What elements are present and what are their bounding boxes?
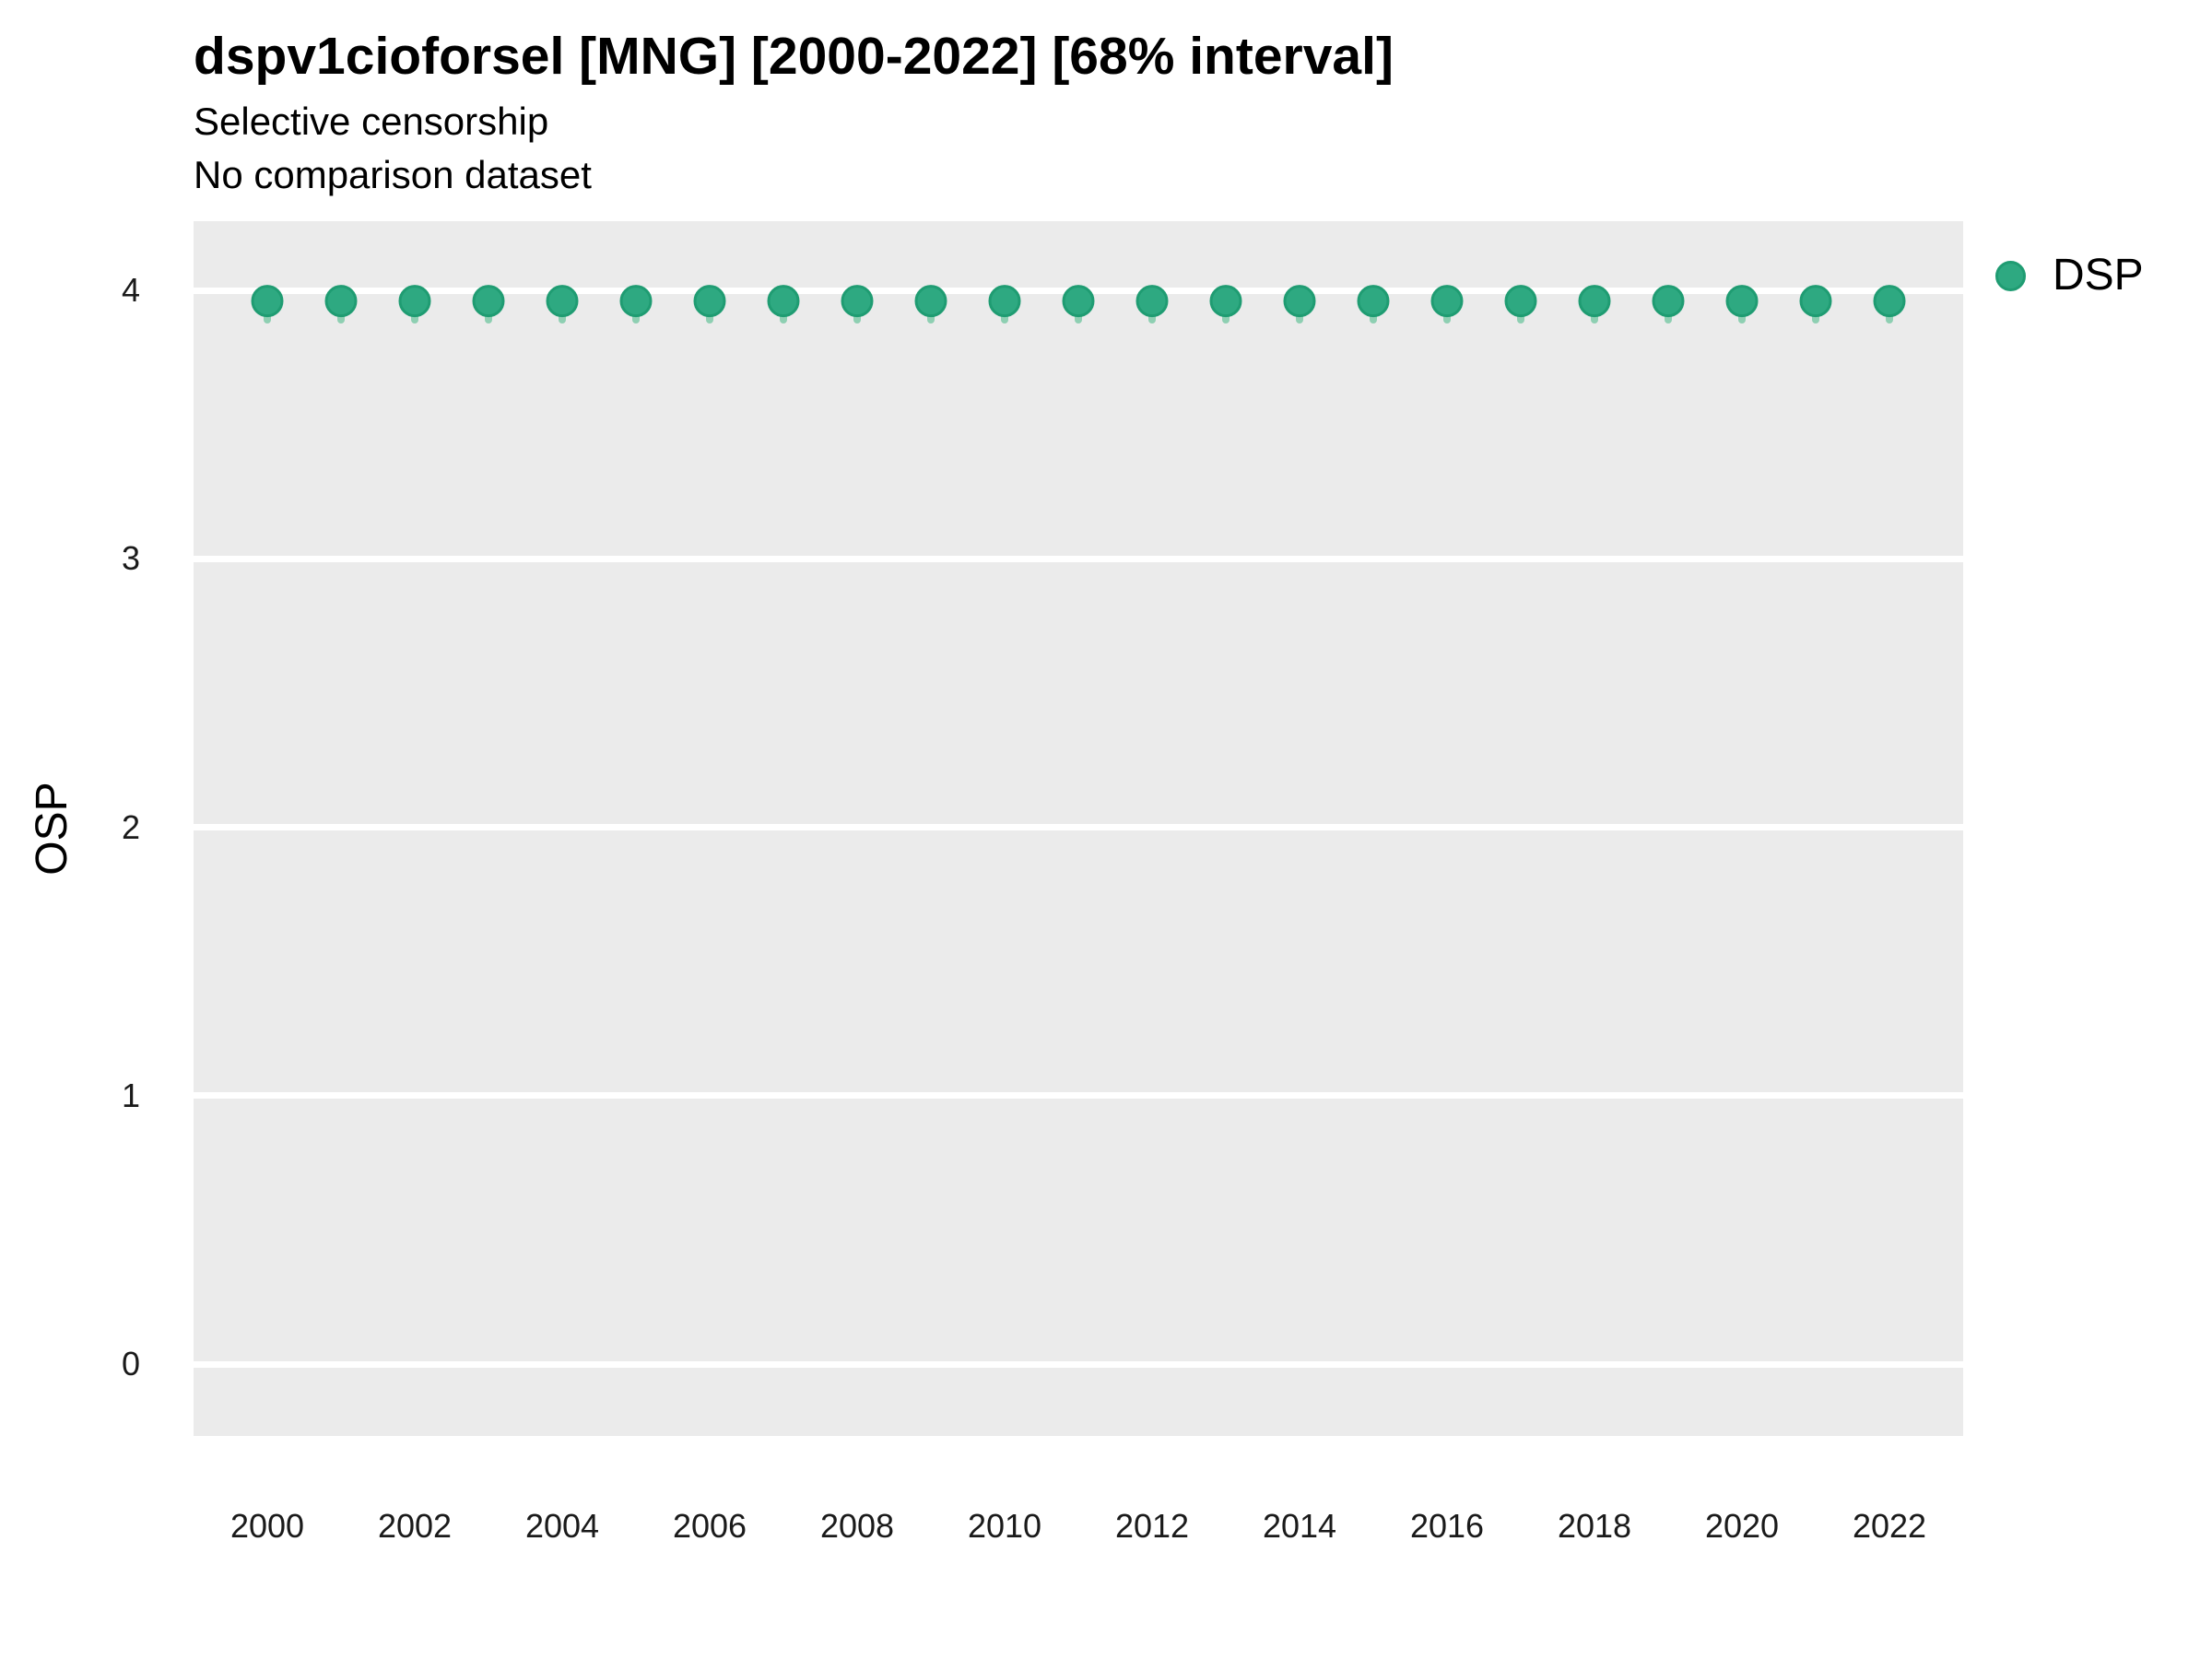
y-tick-label: 4 — [121, 271, 140, 309]
data-point-2005 — [619, 285, 653, 318]
x-tick-label: 2006 — [672, 1507, 747, 1545]
data-point-2007 — [767, 285, 800, 318]
x-tick-label: 2008 — [819, 1507, 895, 1545]
legend-point-icon — [1995, 261, 2026, 291]
x-tick-label: 2004 — [524, 1507, 600, 1545]
data-point-2016 — [1430, 285, 1464, 318]
data-point-2006 — [693, 285, 726, 318]
x-tick-label: 2016 — [1409, 1507, 1485, 1545]
data-point-2019 — [1652, 285, 1685, 318]
data-point-2012 — [1135, 285, 1169, 318]
data-point-2000 — [251, 285, 284, 318]
data-point-2015 — [1357, 285, 1390, 318]
plot-panel — [194, 221, 1963, 1436]
data-point-2017 — [1504, 285, 1537, 318]
data-point-2022 — [1873, 285, 1906, 318]
x-tick-label: 2022 — [1852, 1507, 1927, 1545]
data-point-2001 — [324, 285, 358, 318]
x-tick-label: 2012 — [1114, 1507, 1190, 1545]
gridline-y-1 — [194, 1092, 1963, 1100]
y-tick-label: 0 — [121, 1345, 140, 1382]
x-tick-label: 2000 — [229, 1507, 305, 1545]
data-point-2021 — [1799, 285, 1832, 318]
y-tick-label: 2 — [121, 807, 140, 846]
y-tick-label: 1 — [121, 1076, 140, 1114]
x-tick-label: 2020 — [1704, 1507, 1780, 1545]
chart-title: dspv1cioforsel [MNG] [2000-2022] [68% in… — [194, 27, 1394, 86]
data-point-2018 — [1578, 285, 1611, 318]
legend-label: DSP — [2053, 251, 2144, 300]
x-tick-label: 2018 — [1557, 1507, 1632, 1545]
data-point-2020 — [1725, 285, 1759, 318]
data-point-2009 — [914, 285, 947, 318]
data-points-layer — [251, 285, 1906, 324]
gridline-y-2 — [194, 824, 1963, 830]
gridline-y-0 — [194, 1360, 1963, 1368]
x-tick-label: 2002 — [377, 1507, 453, 1545]
data-point-2002 — [398, 285, 431, 318]
data-point-2003 — [472, 285, 505, 318]
data-point-2004 — [546, 285, 579, 318]
chart-note: No comparison dataset — [194, 153, 592, 196]
gridline-y-3 — [194, 555, 1963, 562]
data-point-2011 — [1062, 285, 1095, 318]
x-tick-label: 2010 — [967, 1507, 1042, 1545]
data-point-2010 — [988, 285, 1021, 318]
x-tick-label: 2014 — [1262, 1507, 1337, 1545]
y-tick-label: 3 — [121, 539, 140, 578]
chart-subtitle: Selective censorship — [194, 100, 549, 143]
data-point-2014 — [1283, 285, 1316, 318]
data-point-2008 — [841, 285, 874, 318]
data-point-2013 — [1209, 285, 1242, 318]
